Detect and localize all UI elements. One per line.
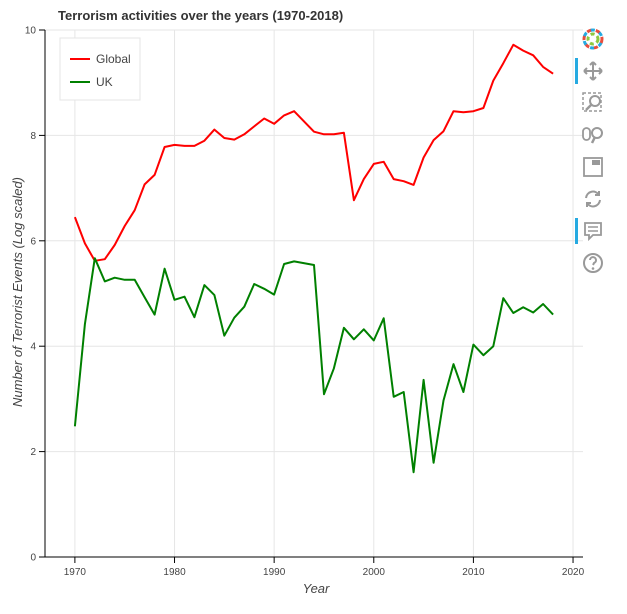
y-axis-label: Number of Terrorist Events (Log scaled): [10, 177, 25, 407]
legend: Global UK: [59, 37, 141, 101]
y-tick-label: 10: [25, 26, 37, 37]
x-tick-label: 2010: [462, 567, 485, 578]
x-tick-label: 1980: [163, 567, 186, 578]
hover-icon[interactable]: [575, 218, 606, 244]
x-tick-label: 1970: [64, 567, 87, 578]
y-tick-label: 8: [30, 131, 36, 142]
x-tick-label: 1990: [263, 567, 286, 578]
series-line-global: [73, 43, 554, 262]
x-tick-label: 2000: [363, 567, 386, 578]
legend-label-uk: UK: [96, 75, 113, 89]
box-zoom-icon[interactable]: [580, 90, 606, 116]
y-tick-label: 0: [30, 553, 36, 564]
x-axis-label: Year: [303, 581, 330, 596]
toolbar: [575, 26, 610, 282]
reset-icon[interactable]: [580, 186, 606, 212]
pan-icon[interactable]: [575, 58, 606, 84]
legend-box: [59, 37, 141, 101]
wheel-zoom-icon[interactable]: [580, 122, 606, 148]
series-line-uk: [73, 257, 554, 474]
chart-title: Terrorism activities over the years (197…: [58, 8, 343, 23]
legend-label-global: Global: [96, 52, 131, 66]
series-lines: [73, 43, 554, 474]
bokeh-logo-icon[interactable]: [580, 26, 606, 52]
help-icon[interactable]: [580, 250, 606, 276]
y-tick-label: 6: [30, 236, 36, 247]
x-tick-label: 2020: [562, 567, 585, 578]
y-tick-label: 2: [30, 447, 36, 458]
y-tick-label: 4: [30, 342, 36, 353]
save-icon[interactable]: [580, 154, 606, 180]
axes: 1970 1980 1990 2000 2010 2020 0 2 4 6 8 10: [25, 26, 585, 579]
